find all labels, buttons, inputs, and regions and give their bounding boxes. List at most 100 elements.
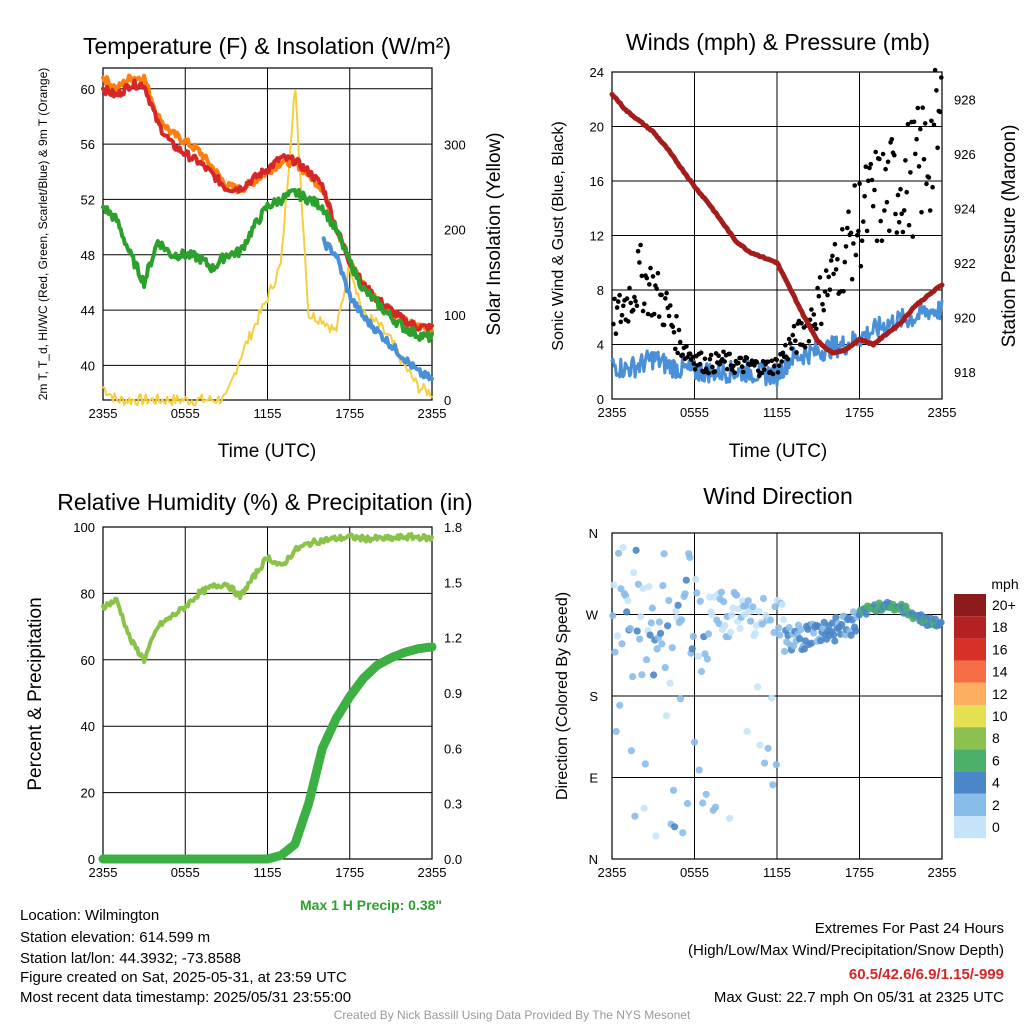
gust-point bbox=[677, 339, 683, 345]
y-tick-label: 16 bbox=[590, 174, 604, 189]
gust-point bbox=[675, 350, 680, 356]
legend-label: 2 bbox=[992, 797, 1000, 813]
gust-point bbox=[618, 319, 624, 325]
gust-point bbox=[712, 369, 718, 374]
y-tick-label: 20 bbox=[590, 120, 604, 135]
gust-point bbox=[894, 230, 900, 235]
legend-label: 12 bbox=[992, 686, 1008, 702]
gust-point bbox=[815, 285, 820, 291]
gust-point bbox=[832, 241, 838, 247]
gust-point bbox=[911, 119, 917, 125]
direction-point bbox=[655, 618, 664, 626]
gust-point bbox=[687, 351, 693, 357]
direction-point bbox=[666, 679, 674, 687]
y-tick-label: W bbox=[586, 608, 599, 623]
gust-point bbox=[877, 156, 882, 162]
direction-point bbox=[668, 644, 676, 652]
gust-point bbox=[814, 326, 819, 332]
gust-point bbox=[640, 308, 646, 314]
gust-point bbox=[849, 276, 855, 282]
gust-point bbox=[809, 307, 814, 312]
gust-point bbox=[616, 299, 621, 304]
gust-point bbox=[916, 164, 922, 169]
legend-label: 14 bbox=[992, 664, 1008, 680]
direction-point bbox=[619, 543, 627, 552]
gust-point bbox=[843, 244, 849, 249]
gust-point bbox=[648, 265, 653, 271]
gust-point bbox=[779, 359, 784, 364]
gust-point bbox=[638, 242, 643, 248]
direction-point bbox=[721, 621, 729, 630]
latlon-text: Station lat/lon: 44.3932; -73.8588 bbox=[20, 950, 242, 967]
x-tick-label: 2355 bbox=[928, 405, 957, 420]
series-rh-line bbox=[101, 532, 434, 664]
gust-point bbox=[754, 360, 760, 365]
gust-point bbox=[647, 282, 652, 287]
gust-point bbox=[628, 300, 633, 306]
direction-point bbox=[626, 625, 634, 633]
x-tick-label: 1155 bbox=[763, 865, 791, 880]
x-tick-label: 1755 bbox=[335, 406, 364, 421]
direction-point bbox=[847, 631, 855, 639]
gust-point bbox=[846, 209, 851, 214]
direction-point bbox=[669, 786, 678, 794]
direction-point bbox=[630, 569, 638, 577]
x-tick-label: 1155 bbox=[254, 406, 282, 421]
direction-point bbox=[662, 712, 671, 720]
gust-point bbox=[878, 218, 883, 224]
direction-point bbox=[852, 627, 860, 635]
x-tick-label: 2355 bbox=[89, 406, 118, 421]
gust-point bbox=[892, 152, 897, 158]
direction-point bbox=[692, 575, 700, 584]
gust-point bbox=[889, 137, 895, 142]
gust-point bbox=[931, 122, 937, 128]
gust-point bbox=[621, 303, 626, 309]
y-tick-label-right: 924 bbox=[954, 201, 976, 216]
x-tick-label: 2355 bbox=[418, 865, 447, 880]
series-dewpoint-line bbox=[101, 187, 434, 343]
direction-point bbox=[831, 637, 839, 645]
y-tick-label-right: 926 bbox=[954, 147, 976, 162]
gust-point bbox=[848, 230, 854, 236]
direction-point bbox=[727, 628, 735, 636]
y-tick-label: E bbox=[589, 771, 598, 786]
direction-point bbox=[744, 597, 752, 605]
gust-point bbox=[744, 355, 750, 361]
gust-point bbox=[869, 177, 875, 183]
legend-swatch bbox=[954, 816, 986, 839]
direction-point bbox=[623, 608, 631, 616]
y-tick-label: 80 bbox=[81, 586, 95, 601]
x-tick-label: 0555 bbox=[680, 865, 709, 880]
gust-point bbox=[921, 157, 927, 162]
legend-title: mph bbox=[991, 576, 1018, 592]
direction-point bbox=[633, 627, 641, 635]
legend-swatch bbox=[954, 705, 986, 728]
gust-point bbox=[828, 258, 834, 263]
gust-point bbox=[831, 271, 836, 277]
direction-point bbox=[937, 618, 945, 627]
direction-point bbox=[682, 576, 690, 584]
extremes-fields: (High/Low/Max Wind/Precipitation/Snow De… bbox=[688, 942, 1004, 959]
y-tick-label: 48 bbox=[81, 248, 95, 263]
gust-point bbox=[776, 363, 782, 369]
direction-point bbox=[640, 804, 648, 812]
direction-point bbox=[756, 741, 764, 749]
gust-point bbox=[861, 219, 866, 224]
direction-point bbox=[616, 701, 624, 709]
gust-point bbox=[918, 126, 923, 132]
gust-point bbox=[642, 301, 647, 307]
gust-point bbox=[893, 211, 898, 217]
gust-point bbox=[659, 292, 664, 298]
direction-point bbox=[796, 635, 804, 643]
gust-point bbox=[780, 350, 786, 356]
y-tick-label: 60 bbox=[81, 82, 95, 97]
direction-point bbox=[638, 671, 646, 679]
gust-point bbox=[825, 292, 830, 298]
x-tick-label: 0555 bbox=[680, 405, 709, 420]
gust-point bbox=[676, 327, 682, 333]
y-tick-label-right: 1.2 bbox=[444, 631, 462, 646]
direction-point bbox=[797, 625, 805, 634]
y-tick-label-right: 0.0 bbox=[444, 852, 462, 867]
direction-point bbox=[665, 596, 673, 605]
gust-point bbox=[873, 149, 878, 155]
